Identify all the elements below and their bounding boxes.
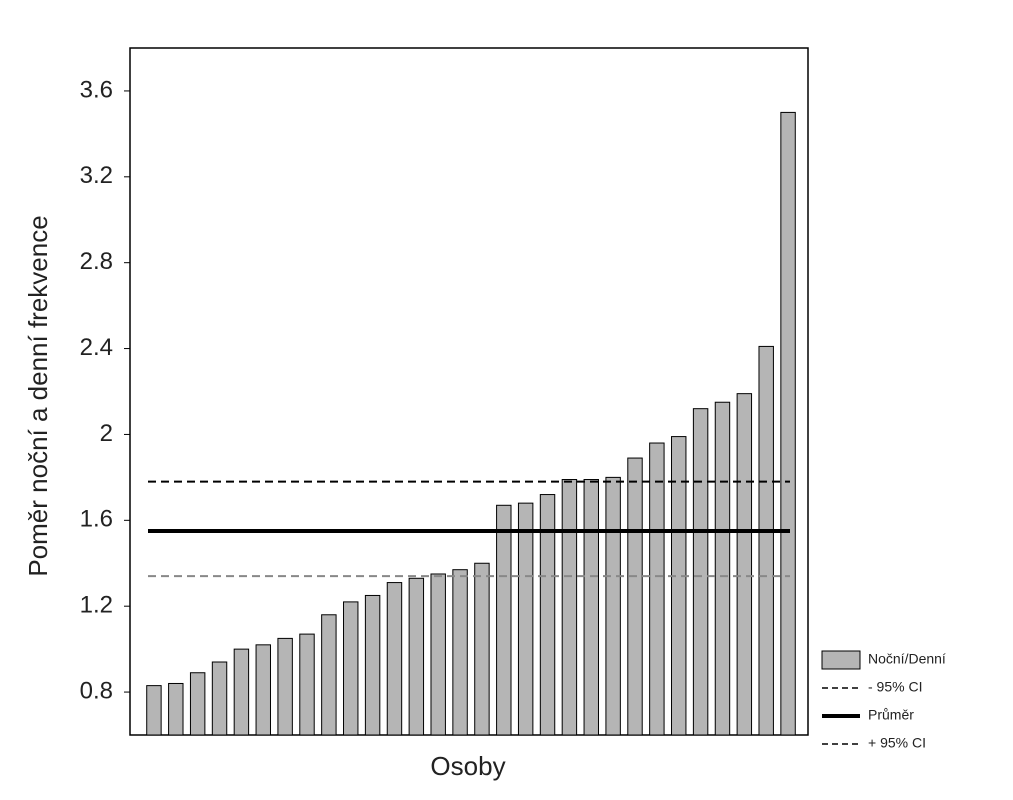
y-tick-label: 0.8 [80,677,113,704]
y-tick-label: 1.6 [80,506,113,533]
bar [714,401,731,736]
bar [255,644,271,736]
bar [146,685,162,736]
legend-label: Noční/Denní [868,651,946,667]
bar [452,569,468,736]
y-tick-label: 1.2 [80,592,113,619]
legend-swatch [821,650,861,670]
bar [189,672,206,736]
bar [168,682,184,736]
bar [343,601,359,736]
bar [277,637,293,736]
y-tick-label: 2.8 [80,248,113,275]
bar [386,582,403,736]
bar [364,594,381,736]
bar [496,504,512,736]
bar [605,476,621,736]
bar [671,436,687,736]
legend-label: + 95% CI [868,735,926,751]
bar [780,111,796,736]
bar [430,573,446,736]
bar [474,562,490,736]
bar [539,494,556,736]
x-axis-label: Osoby [430,751,505,781]
bar [211,661,228,736]
y-tick-label: 2 [100,420,113,447]
y-tick-label: 3.6 [80,76,113,103]
legend-label: Průměr [868,707,914,723]
bar [758,345,774,736]
bar [321,614,337,736]
bar [233,648,250,736]
bar [517,502,534,736]
bar [408,577,425,736]
y-axis-label: Poměr noční a denní frekvence [23,215,53,576]
y-tick-label: 3.2 [80,162,113,189]
bar [649,442,665,736]
bar [736,393,753,736]
bar [692,408,709,736]
y-tick-label: 2.4 [80,334,113,361]
bar [299,633,315,736]
legend-label: - 95% CI [868,679,922,695]
bar [627,457,643,736]
bar [561,479,578,736]
plot-frame [129,47,809,736]
bar [583,479,599,736]
